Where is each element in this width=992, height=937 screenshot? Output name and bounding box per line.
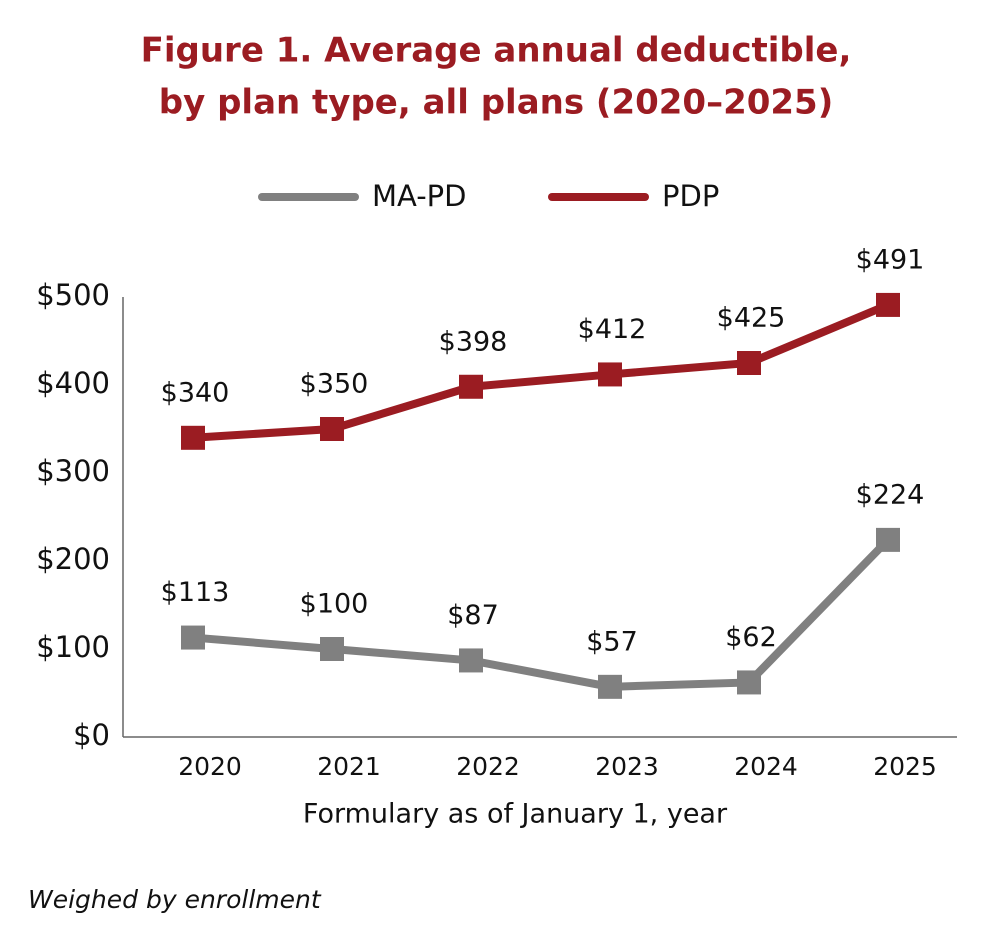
data-label: $224 [856, 479, 925, 510]
data-point [598, 362, 622, 387]
data-label: $398 [439, 326, 508, 357]
data-point [737, 670, 761, 695]
x-tick-label: 2022 [456, 752, 520, 781]
x-axis-title: Formulary as of January 1, year [303, 799, 728, 830]
legend-label: MA-PD [372, 179, 467, 213]
data-label: $340 [161, 377, 230, 408]
data-label: $62 [725, 622, 777, 653]
series-line [192, 301, 890, 442]
data-label: $491 [856, 244, 925, 275]
y-tick-label: $100 [36, 630, 110, 664]
data-label: $87 [447, 600, 499, 631]
x-tick-label: 2020 [178, 752, 242, 781]
data-label: $425 [717, 303, 786, 334]
y-tick-label: $400 [36, 366, 110, 400]
y-tick-label: $200 [36, 542, 110, 576]
data-point [320, 637, 344, 661]
chart-title: Figure 1. Average annual deductible, [141, 31, 852, 71]
data-point [181, 425, 205, 450]
x-tick-label: 2023 [595, 752, 659, 781]
data-point [459, 374, 483, 399]
x-tick-label: 2025 [873, 752, 937, 781]
data-label: $412 [578, 314, 647, 345]
data-point [459, 648, 483, 673]
data-point [320, 417, 344, 441]
legend-label: PDP [662, 179, 719, 213]
x-tick-label: 2021 [317, 752, 381, 781]
y-tick-label: $0 [73, 718, 110, 752]
y-tick-label: $300 [36, 454, 110, 488]
y-tick-label: $500 [36, 278, 110, 312]
footnote: Weighed by enrollment [28, 885, 322, 914]
series-line [192, 537, 891, 691]
data-point [598, 674, 622, 699]
data-label: $100 [300, 589, 369, 620]
data-point [181, 625, 205, 650]
data-label: $350 [300, 369, 369, 400]
data-point [737, 351, 761, 375]
data-label: $57 [586, 626, 638, 657]
data-point [876, 292, 900, 317]
data-label: $113 [161, 577, 230, 608]
x-tick-label: 2024 [734, 752, 798, 781]
data-point [876, 527, 900, 552]
chart-title: by plan type, all plans (2020–2025) [159, 83, 834, 123]
